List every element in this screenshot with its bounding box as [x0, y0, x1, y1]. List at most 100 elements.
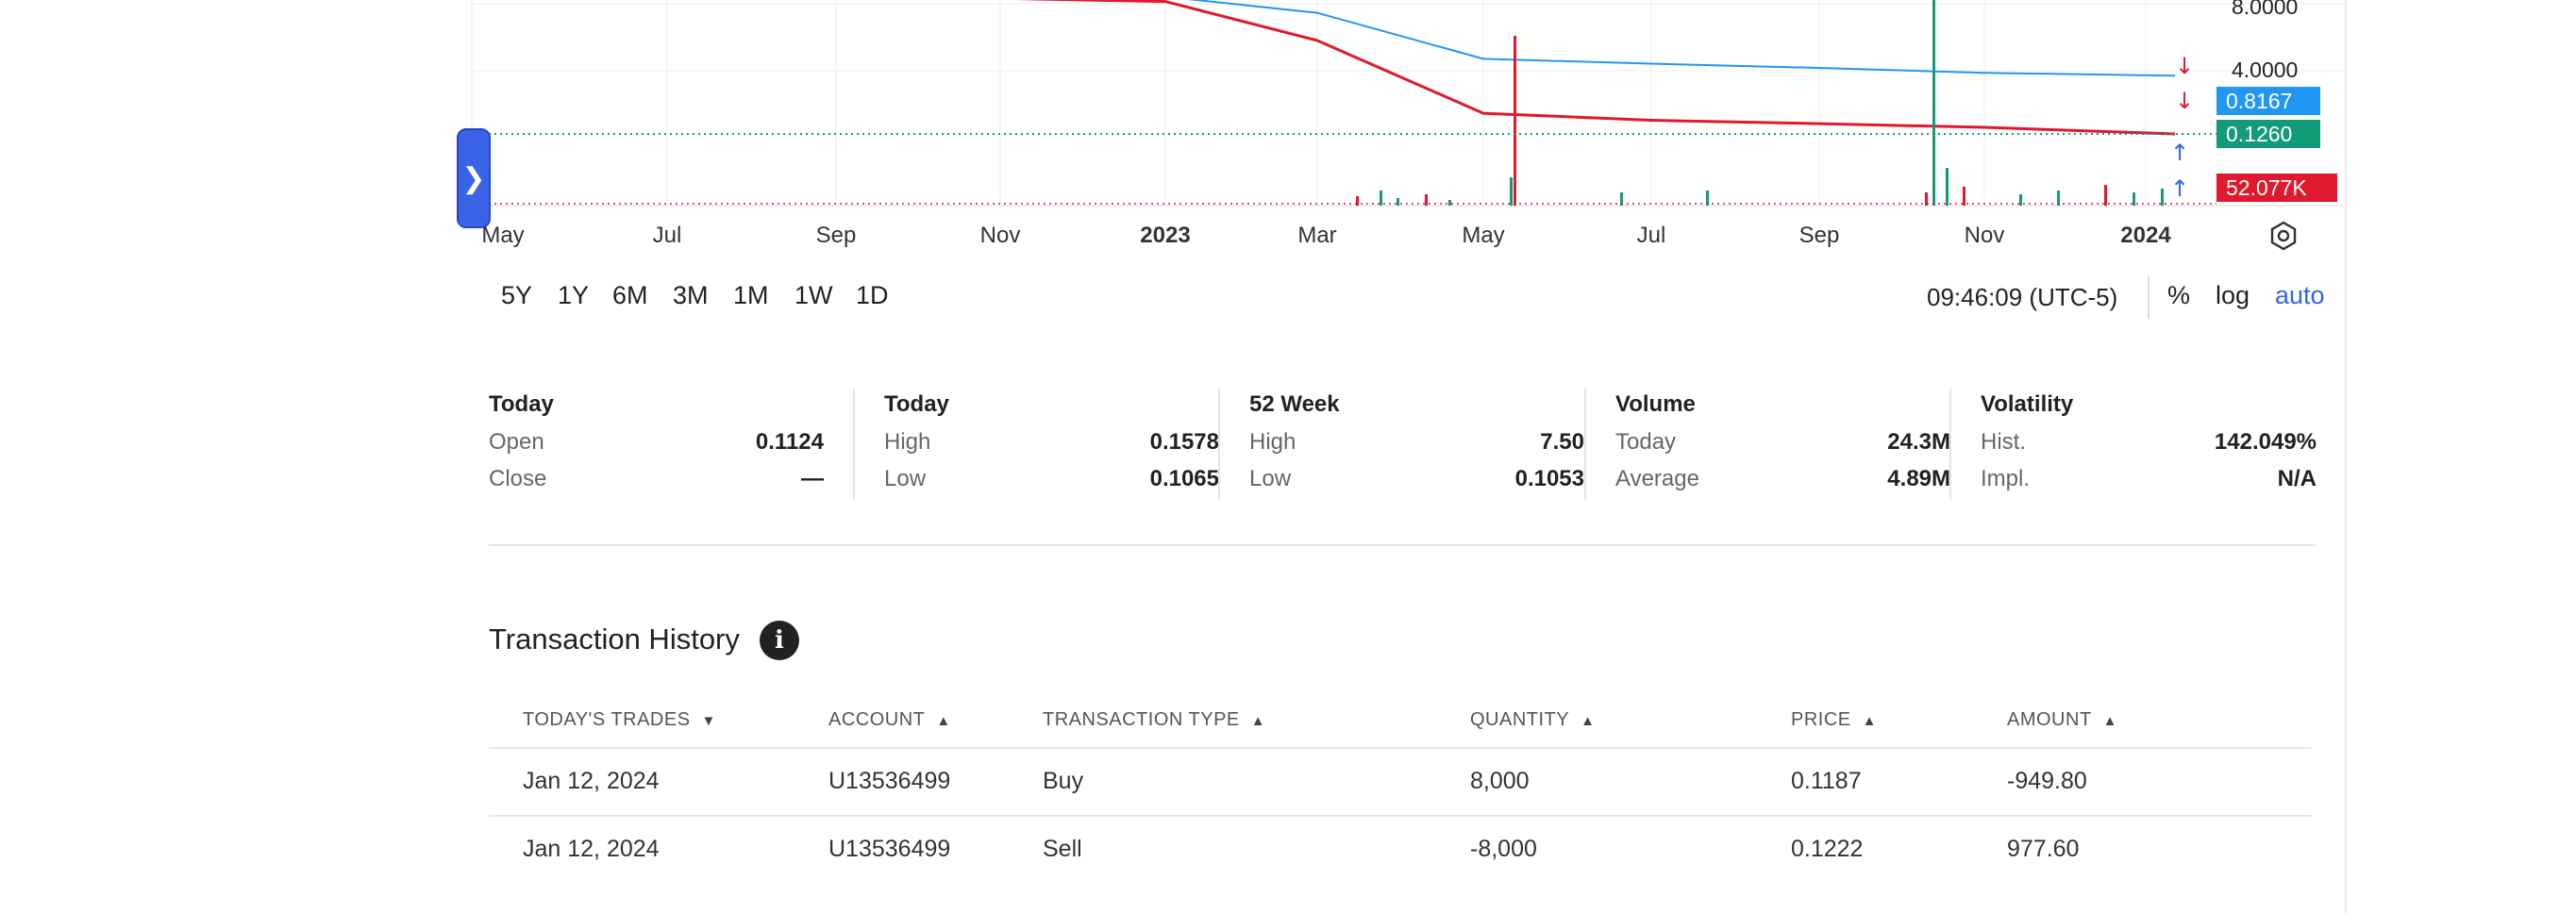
stat-value: 142.049% — [2214, 429, 2317, 455]
range-button-3m[interactable]: 3M — [673, 281, 709, 309]
divider — [2148, 275, 2149, 319]
volume-bar — [1425, 194, 1428, 206]
column-header[interactable]: ACCOUNT ▲ — [828, 709, 951, 731]
volume-bar — [2104, 185, 2107, 206]
range-button-1y[interactable]: 1Y — [558, 281, 590, 309]
buy-marker-icon: ↑ — [2170, 140, 2189, 166]
volume-bar — [1963, 187, 1965, 206]
table-header: TODAY'S TRADES ▼ ACCOUNT ▲ TRANSACTION TYPE ▲… — [489, 698, 2312, 749]
column-header[interactable]: PRICE ▲ — [1791, 709, 1877, 731]
stat-value: 7.50 — [1540, 429, 1584, 455]
stat-value: 0.1124 — [755, 429, 824, 455]
sell-marker-icon: ↓ — [2175, 88, 2194, 114]
stat-value: N/A — [2277, 466, 2317, 491]
stat-label: Close — [489, 466, 547, 491]
caret-up-icon: ▲ — [1862, 713, 1877, 729]
range-button-1m[interactable]: 1M — [733, 281, 769, 309]
auto-toggle[interactable]: auto — [2275, 281, 2325, 309]
x-tick-label: Sep — [1798, 223, 1840, 248]
stat-row: Low 0.1053 — [1249, 466, 1584, 503]
stat-group: Today High 0.1578 Low 0.1065 — [884, 391, 1219, 503]
range-button-6m[interactable]: 6M — [612, 281, 648, 309]
volume-bar — [2057, 191, 2060, 206]
range-button-1w[interactable]: 1W — [795, 281, 833, 309]
stat-value: 4.89M — [1887, 466, 1950, 491]
y-tick-label: 4.0000 — [2232, 58, 2299, 82]
table-row[interactable]: Jan 12, 2024 U13536499 Buy 8,000 0.1187 -949.… — [489, 749, 2312, 817]
log-toggle[interactable]: log — [2216, 281, 2250, 309]
stat-group-title: Today — [489, 391, 554, 417]
stat-label: Low — [884, 466, 927, 491]
volume-bar — [1620, 192, 1623, 206]
stat-label: High — [884, 429, 931, 455]
volume-bar — [1448, 200, 1451, 206]
column-header-label: TODAY'S TRADES — [523, 709, 691, 730]
stat-row: Hist. 142.049% — [1981, 429, 2317, 466]
table-cell: 8,000 — [1470, 768, 1530, 794]
volume-bar — [1380, 191, 1382, 206]
stat-group-title: Volatility — [1981, 391, 2074, 417]
stat-label: Impl. — [1981, 466, 2031, 491]
table-body: Jan 12, 2024 U13536499 Buy 8,000 0.1187 -949.… — [489, 749, 2312, 883]
x-tick-label: Nov — [979, 223, 1021, 248]
sidebar-toggle-button[interactable]: ❯ — [457, 128, 491, 228]
stat-group: 52 Week High 7.50 Low 0.1053 — [1249, 391, 1584, 503]
stat-group: Volatility Hist. 142.049% Impl. N/A — [1981, 391, 2317, 503]
column-header[interactable]: TODAY'S TRADES ▼ — [523, 709, 716, 731]
caret-down-icon: ▼ — [701, 713, 716, 729]
x-tick-label: 2024 — [2120, 223, 2171, 248]
chart-canvas[interactable]: ↓ ↓ ↑ ↑ — [0, 0, 2576, 217]
info-icon[interactable]: i — [760, 621, 799, 660]
volume-bar — [1932, 0, 1935, 206]
stat-divider — [1218, 389, 1220, 500]
stat-label: Hist. — [1981, 429, 2026, 455]
percent-toggle[interactable]: % — [2167, 281, 2191, 309]
table-cell: Sell — [1043, 836, 1082, 862]
panel-border — [2345, 0, 2347, 913]
table-cell: -949.80 — [2007, 768, 2087, 794]
caret-up-icon: ▲ — [1581, 713, 1596, 729]
stat-group: Today Open 0.1124 Close — — [489, 391, 824, 503]
stat-value: 0.1578 — [1149, 429, 1219, 455]
stat-row: Close — — [489, 466, 824, 503]
column-header[interactable]: AMOUNT ▲ — [2007, 709, 2117, 731]
stat-group-title: Volume — [1615, 391, 1696, 417]
stat-row: Today 24.3M — [1615, 429, 1950, 466]
stat-label: High — [1249, 429, 1296, 455]
volume-bar — [2019, 194, 2022, 206]
caret-up-icon: ▲ — [2102, 713, 2118, 729]
stat-value: — — [801, 466, 824, 491]
stat-divider — [1584, 389, 1586, 500]
x-tick-label: Jul — [652, 223, 682, 248]
range-button-5y[interactable]: 5Y — [501, 281, 533, 309]
stat-value: 24.3M — [1887, 429, 1950, 455]
buy-marker-icon: ↑ — [2170, 175, 2189, 202]
table-cell: 0.1222 — [1791, 836, 1864, 862]
table-cell: -8,000 — [1470, 836, 1537, 862]
column-header[interactable]: TRANSACTION TYPE ▲ — [1043, 709, 1265, 731]
x-tick-label: Sep — [815, 223, 857, 248]
volume-bar — [1510, 177, 1513, 206]
stat-label: Low — [1249, 466, 1292, 491]
stat-label: Today — [1615, 429, 1677, 455]
settings-hexagon-icon[interactable] — [2267, 220, 2300, 252]
column-header-label: ACCOUNT — [828, 709, 926, 730]
stat-row: Average 4.89M — [1615, 466, 1950, 503]
transaction-history-title: Transaction History — [489, 622, 740, 656]
price-chart[interactable]: ↓ ↓ ↑ ↑ ❯ 8.0000 4.0000 0.8167 0.1260 52.07… — [0, 0, 2576, 251]
table-row[interactable]: Jan 12, 2024 U13536499 Sell -8,000 0.1222 977… — [489, 817, 2312, 883]
range-button-1d[interactable]: 1D — [856, 281, 889, 309]
x-tick-label: Nov — [1964, 223, 2005, 248]
column-header[interactable]: QUANTITY ▲ — [1470, 709, 1595, 731]
stat-label: Open — [489, 429, 544, 455]
stat-row: High 0.1578 — [884, 429, 1219, 466]
current-price-tag: 0.1260 — [2216, 120, 2320, 148]
stat-label: Average — [1615, 466, 1699, 491]
stat-divider — [1949, 389, 1951, 500]
volume-bar — [1946, 168, 1949, 206]
section-divider — [489, 544, 2316, 546]
volume-bar — [2161, 189, 2164, 206]
stat-value: 0.1053 — [1514, 466, 1584, 491]
volume-bar — [1706, 191, 1709, 206]
chevron-right-icon: ❯ — [461, 162, 486, 194]
